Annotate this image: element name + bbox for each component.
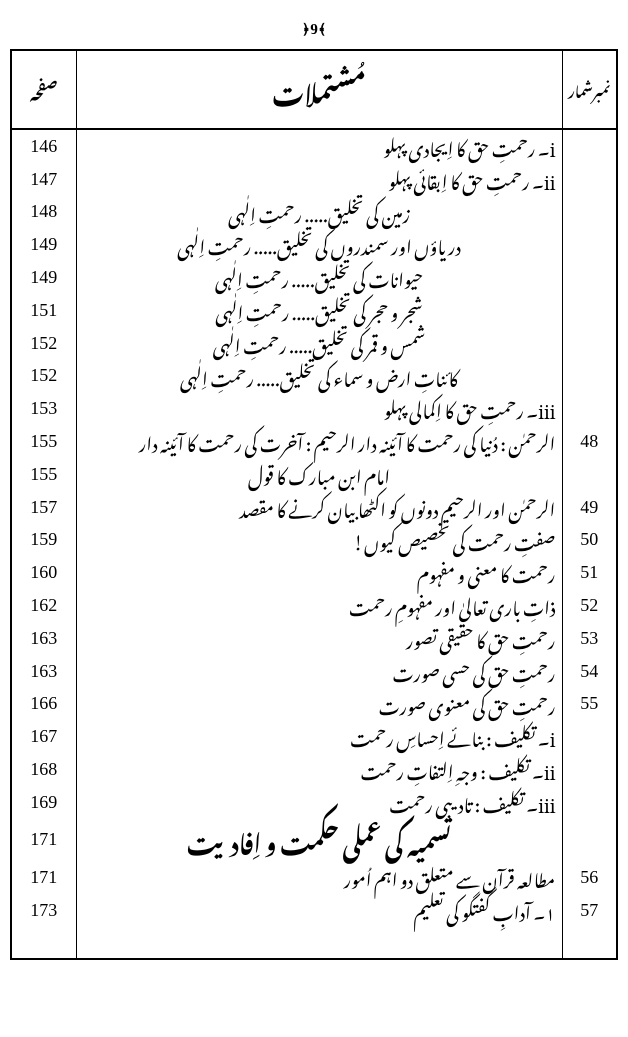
page-cell: 167	[11, 720, 76, 753]
serial-cell	[562, 819, 617, 861]
page-cell: 169	[11, 786, 76, 819]
serial-cell	[562, 392, 617, 425]
serial-cell	[562, 720, 617, 753]
serial-cell: 49	[562, 491, 617, 524]
serial-cell	[562, 786, 617, 819]
serial-cell: 54	[562, 655, 617, 688]
header-row: نمبرشمار مُشتملات صفحہ	[11, 50, 617, 129]
serial-cell	[562, 228, 617, 261]
header-serial: نمبرشمار	[562, 50, 617, 129]
page-cell: 166	[11, 688, 76, 721]
page-cell	[11, 927, 76, 959]
serial-cell	[562, 327, 617, 360]
page-cell: 149	[11, 228, 76, 261]
page-cell: 157	[11, 491, 76, 524]
page-cell: 147	[11, 163, 76, 196]
page-cell: 146	[11, 129, 76, 163]
serial-cell	[562, 163, 617, 196]
page-number-header: ﴾9﴿	[10, 8, 618, 43]
page-cell: 152	[11, 360, 76, 393]
serial-cell: 50	[562, 524, 617, 557]
serial-cell	[562, 458, 617, 491]
page-cell: 159	[11, 524, 76, 557]
title-cell: ۱۔ آدابِ گفتگو کی تعلیم	[76, 894, 562, 927]
serial-cell: 52	[562, 589, 617, 622]
table-row: 57۱۔ آدابِ گفتگو کی تعلیم173	[11, 894, 617, 927]
serial-cell: 48	[562, 425, 617, 458]
serial-cell	[562, 294, 617, 327]
serial-cell: 53	[562, 622, 617, 655]
page-number: 9	[310, 8, 318, 43]
page-cell: 153	[11, 392, 76, 425]
page-cell: 171	[11, 861, 76, 894]
serial-cell	[562, 927, 617, 959]
page-cell: 163	[11, 622, 76, 655]
page-cell: 162	[11, 589, 76, 622]
page-cell: 149	[11, 261, 76, 294]
serial-cell: 56	[562, 861, 617, 894]
serial-cell: 51	[562, 556, 617, 589]
contents-table: نمبرشمار مُشتملات صفحہ i۔ رحمتِ حق کا اِ…	[10, 49, 618, 960]
header-page: صفحہ	[11, 50, 76, 129]
serial-cell	[562, 261, 617, 294]
serial-cell	[562, 753, 617, 786]
page-cell: 152	[11, 327, 76, 360]
serial-cell: 57	[562, 894, 617, 927]
serial-cell: 55	[562, 688, 617, 721]
header-title: مُشتملات	[76, 50, 562, 129]
serial-cell	[562, 360, 617, 393]
page-cell: 163	[11, 655, 76, 688]
serial-cell	[562, 196, 617, 229]
page-cell: 151	[11, 294, 76, 327]
page-cell: 160	[11, 556, 76, 589]
page-cell: 148	[11, 196, 76, 229]
page-cell: 168	[11, 753, 76, 786]
page-cell: 173	[11, 894, 76, 927]
serial-cell	[562, 129, 617, 163]
page-cell: 155	[11, 458, 76, 491]
page-cell: 155	[11, 425, 76, 458]
page-cell: 171	[11, 819, 76, 861]
